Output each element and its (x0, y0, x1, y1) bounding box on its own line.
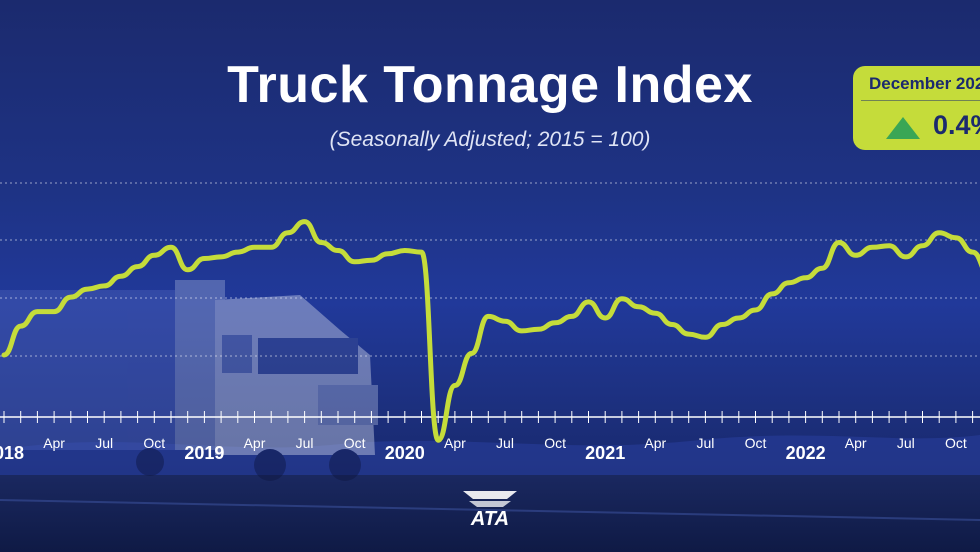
callout-divider (861, 100, 980, 101)
road-shape (0, 475, 980, 552)
year-label: 2022 (786, 443, 826, 463)
month-tick-label: Oct (544, 435, 566, 451)
grid-layer (0, 182, 980, 357)
road-line (0, 499, 980, 521)
up-arrow-icon (886, 117, 920, 139)
month-tick-label: Apr (444, 435, 466, 451)
hills-shape (0, 435, 980, 480)
x-axis-labels: 2018 Apr Jul Oct 2019 Apr Jul Oct 2020 Apr Jul Oct 2… (0, 435, 967, 463)
month-tick-label: Oct (344, 435, 366, 451)
tonnage-series-line (1, 219, 980, 443)
year-label: 2018 (0, 443, 24, 463)
year-label: 2020 (385, 443, 425, 463)
callout-value: 0.4% (933, 110, 980, 140)
chart-subtitle: (Seasonally Adjusted; 2015 = 100) (329, 128, 651, 151)
month-tick-label: Jul (95, 435, 113, 451)
month-tick-label: Oct (143, 435, 165, 451)
month-tick-label: Apr (43, 435, 65, 451)
month-tick-label: Apr (845, 435, 867, 451)
ata-logo: ATA (463, 491, 517, 530)
month-tick-label: Jul (496, 435, 514, 451)
month-tick-label: Jul (296, 435, 314, 451)
x-axis (0, 411, 980, 423)
month-tick-label: Apr (244, 435, 266, 451)
year-label: 2019 (184, 443, 224, 463)
month-tick-label: Jul (897, 435, 915, 451)
callout-month: December 2022 (869, 74, 980, 93)
month-tick-label: Jul (696, 435, 714, 451)
series-layer (1, 219, 980, 443)
change-callout: December 2022 0.4% (853, 66, 980, 150)
logo-text: ATA (470, 508, 509, 530)
year-label: 2021 (585, 443, 625, 463)
chart-title: Truck Tonnage Index (227, 56, 753, 114)
month-tick-label: Oct (745, 435, 767, 451)
month-tick-label: Oct (945, 435, 967, 451)
month-tick-label: Apr (644, 435, 666, 451)
